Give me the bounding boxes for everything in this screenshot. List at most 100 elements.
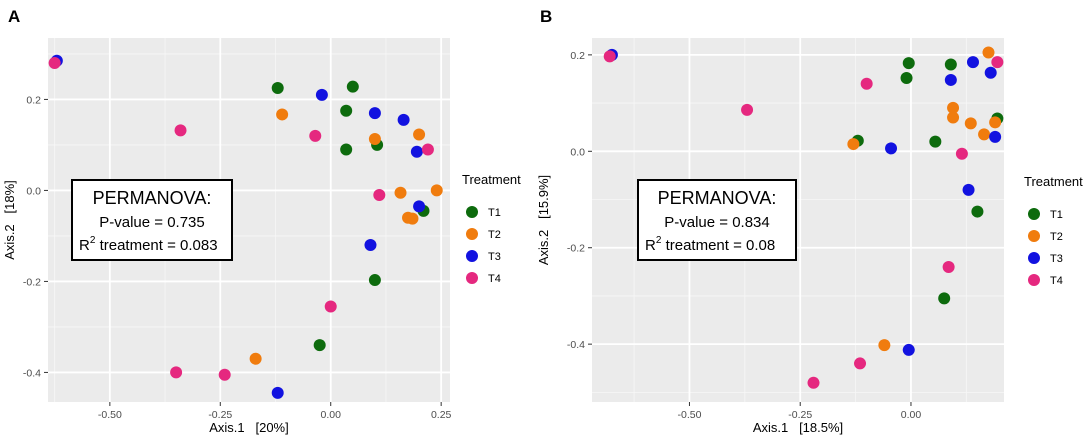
- y-axis-ticks: -0.4 -0.2 0.0 0.2: [567, 50, 592, 351]
- panel-b: B -0.50 -0.25 0.00 -0.4 -0.2 0.0 0.2 PERMANOV…: [536, 7, 1083, 435]
- point-t1: [900, 72, 913, 85]
- legend: Treatment T1 T2 T3 T4: [462, 172, 521, 285]
- point-t3: [902, 343, 915, 356]
- point-t2: [982, 46, 995, 59]
- point-t4: [170, 366, 183, 379]
- legend-swatch-t1: [1028, 208, 1040, 220]
- annotation-box: [71, 179, 233, 261]
- x-tick-label: -0.25: [788, 409, 812, 421]
- point-t2: [276, 108, 289, 121]
- point-t4: [854, 357, 867, 370]
- point-t4: [603, 50, 616, 63]
- point-t4: [955, 147, 968, 160]
- point-t2: [989, 116, 1002, 129]
- point-t4: [991, 56, 1004, 69]
- point-t4: [942, 261, 955, 274]
- panel-label: A: [8, 7, 20, 26]
- point-t4: [373, 188, 386, 201]
- point-t1: [929, 135, 942, 148]
- legend-items: T1 T2 T3 T4: [1028, 208, 1063, 287]
- point-t2: [394, 186, 407, 199]
- annotation-r-letter: R: [79, 237, 90, 254]
- x-tick-label: -0.50: [677, 409, 701, 421]
- annotation-r2: R2 treatment = 0.08: [645, 235, 775, 254]
- annotation-r-value: treatment = 0.083: [95, 237, 217, 254]
- legend-swatch-t3: [466, 250, 478, 262]
- point-t2: [947, 101, 960, 114]
- point-t2: [878, 339, 891, 352]
- y-axis-ticks: -0.4 -0.2 0.0 0.2: [23, 94, 48, 379]
- point-t3: [315, 88, 328, 101]
- data-points: [603, 46, 1004, 389]
- annotation-r-letter: R: [645, 237, 656, 254]
- point-t2: [249, 352, 262, 365]
- point-t3: [989, 130, 1002, 143]
- y-axis-label: Axis.2 [15.9%]: [536, 175, 551, 265]
- point-t1: [340, 104, 353, 117]
- point-t2: [947, 111, 960, 124]
- legend-title: Treatment: [1024, 174, 1083, 189]
- x-axis-ticks: -0.50 -0.25 0.00 0.25: [98, 402, 452, 421]
- point-t4: [309, 129, 322, 142]
- point-t3: [271, 386, 284, 399]
- y-tick-label: 0.0: [570, 146, 585, 158]
- panel-label: B: [540, 7, 552, 26]
- point-t4: [218, 368, 231, 381]
- legend-title: Treatment: [462, 172, 521, 187]
- legend-label-t3: T3: [1050, 253, 1063, 265]
- point-t3: [944, 73, 957, 86]
- legend-swatch-t4: [1028, 274, 1040, 286]
- y-tick-label: 0.2: [26, 94, 41, 106]
- x-axis-ticks: -0.50 -0.25 0.00: [677, 402, 921, 421]
- legend-label-t4: T4: [488, 273, 501, 285]
- point-t3: [368, 107, 381, 120]
- annotation-pvalue: P-value = 0.735: [99, 214, 205, 231]
- permanova-annotation: PERMANOVA: P-value = 0.834 R2 treatment …: [637, 179, 797, 261]
- point-t1: [346, 80, 359, 93]
- point-t4: [324, 300, 337, 313]
- y-tick-label: -0.2: [567, 243, 585, 255]
- annotation-r-superscript: 2: [90, 235, 96, 246]
- legend-label-t1: T1: [488, 207, 501, 219]
- point-t4: [741, 103, 754, 116]
- y-tick-label: 0.0: [26, 185, 41, 197]
- legend-swatch-t3: [1028, 252, 1040, 264]
- x-tick-label: -0.25: [208, 409, 232, 421]
- point-t1: [313, 339, 326, 352]
- point-t3: [966, 56, 979, 69]
- point-t3: [397, 113, 410, 126]
- point-t3: [410, 145, 423, 158]
- x-axis-label: Axis.1 [18.5%]: [753, 420, 843, 435]
- y-tick-label: -0.4: [23, 367, 41, 379]
- point-t1: [271, 82, 284, 95]
- point-t4: [48, 57, 61, 70]
- permanova-annotation: PERMANOVA: P-value = 0.735 R2 treatment …: [71, 179, 233, 261]
- point-t3: [984, 66, 997, 79]
- annotation-box: [637, 179, 797, 261]
- point-t1: [902, 57, 915, 70]
- legend-label-t3: T3: [488, 251, 501, 263]
- x-tick-label: 0.00: [901, 409, 922, 421]
- point-t1: [971, 205, 984, 218]
- point-t4: [807, 376, 820, 389]
- legend-label-t4: T4: [1050, 275, 1063, 287]
- annotation-pvalue: P-value = 0.834: [664, 214, 770, 231]
- point-t4: [421, 143, 434, 156]
- point-t1: [938, 292, 951, 305]
- legend-label-t2: T2: [1050, 231, 1063, 243]
- point-t2: [964, 117, 977, 130]
- point-t2: [978, 128, 991, 141]
- legend-swatch-t2: [1028, 230, 1040, 242]
- annotation-title: PERMANOVA:: [658, 188, 777, 208]
- point-t3: [364, 239, 377, 252]
- point-t3: [413, 200, 426, 213]
- point-t1: [340, 143, 353, 156]
- point-t2: [368, 133, 381, 146]
- x-tick-label: 0.00: [321, 409, 342, 421]
- point-t3: [962, 183, 975, 196]
- x-tick-label: -0.50: [98, 409, 122, 421]
- annotation-r-superscript: 2: [656, 235, 662, 246]
- point-t2: [430, 184, 443, 197]
- x-tick-label: 0.25: [431, 409, 452, 421]
